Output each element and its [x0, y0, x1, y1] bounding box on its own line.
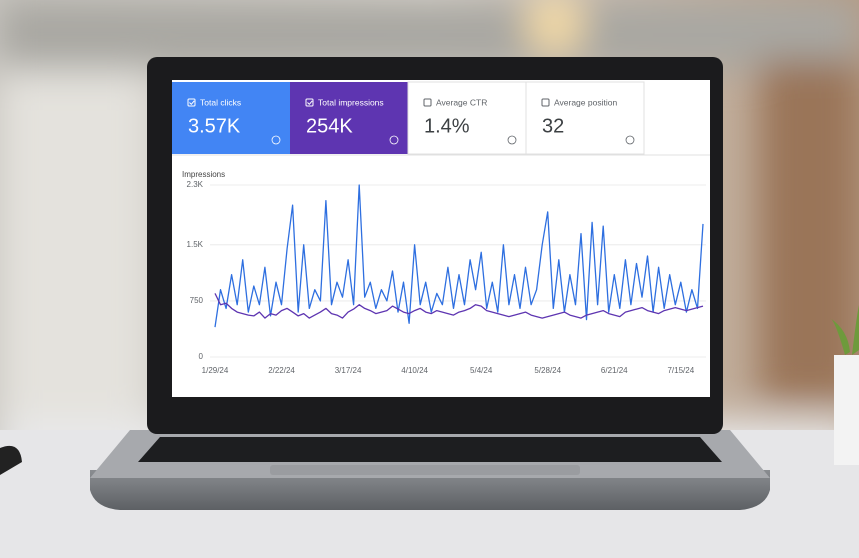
x-tick-label: 7/15/24 [667, 366, 694, 375]
y-tick-label: 1.5K [187, 240, 204, 249]
y-tick-label: 2.3K [187, 180, 204, 189]
checkmark [307, 100, 313, 106]
card-label: Total clicks [200, 97, 241, 107]
card-value: 254K [306, 115, 353, 137]
checkbox [305, 98, 314, 107]
x-tick-label: 6/21/24 [601, 366, 628, 375]
plant [830, 305, 859, 465]
checkbox [423, 98, 432, 107]
card-value: 1.4% [424, 115, 470, 137]
x-tick-label: 3/17/24 [335, 366, 362, 375]
card-value: 3.57K [188, 115, 241, 137]
x-tick-label: 5/4/24 [470, 366, 493, 375]
x-tick-label: 1/29/24 [202, 366, 229, 375]
keyboard [138, 437, 722, 462]
metric-card [525, 81, 645, 155]
y-axis-label: Impressions [182, 170, 225, 179]
card-label: Average position [554, 97, 617, 107]
help-icon [507, 135, 517, 145]
y-tick-label: 0 [199, 352, 204, 361]
checkbox [541, 98, 550, 107]
series-line [214, 184, 704, 328]
notebook [0, 445, 22, 475]
checkmark [189, 100, 195, 106]
checkbox [187, 98, 196, 107]
trackpad [270, 465, 580, 475]
card-label: Average CTR [436, 97, 487, 107]
help-icon [271, 135, 281, 145]
card-label: Total impressions [318, 97, 384, 107]
laptop-base [90, 470, 770, 510]
x-tick-label: 4/10/24 [401, 366, 428, 375]
help-icon [389, 135, 399, 145]
metric-card [290, 82, 408, 154]
x-tick-label: 2/22/24 [268, 366, 295, 375]
series-line [214, 293, 704, 319]
x-tick-label: 5/28/24 [534, 366, 561, 375]
card-value: 32 [542, 115, 564, 137]
y-tick-label: 750 [190, 296, 204, 305]
help-icon [625, 135, 635, 145]
metric-card [172, 82, 290, 154]
